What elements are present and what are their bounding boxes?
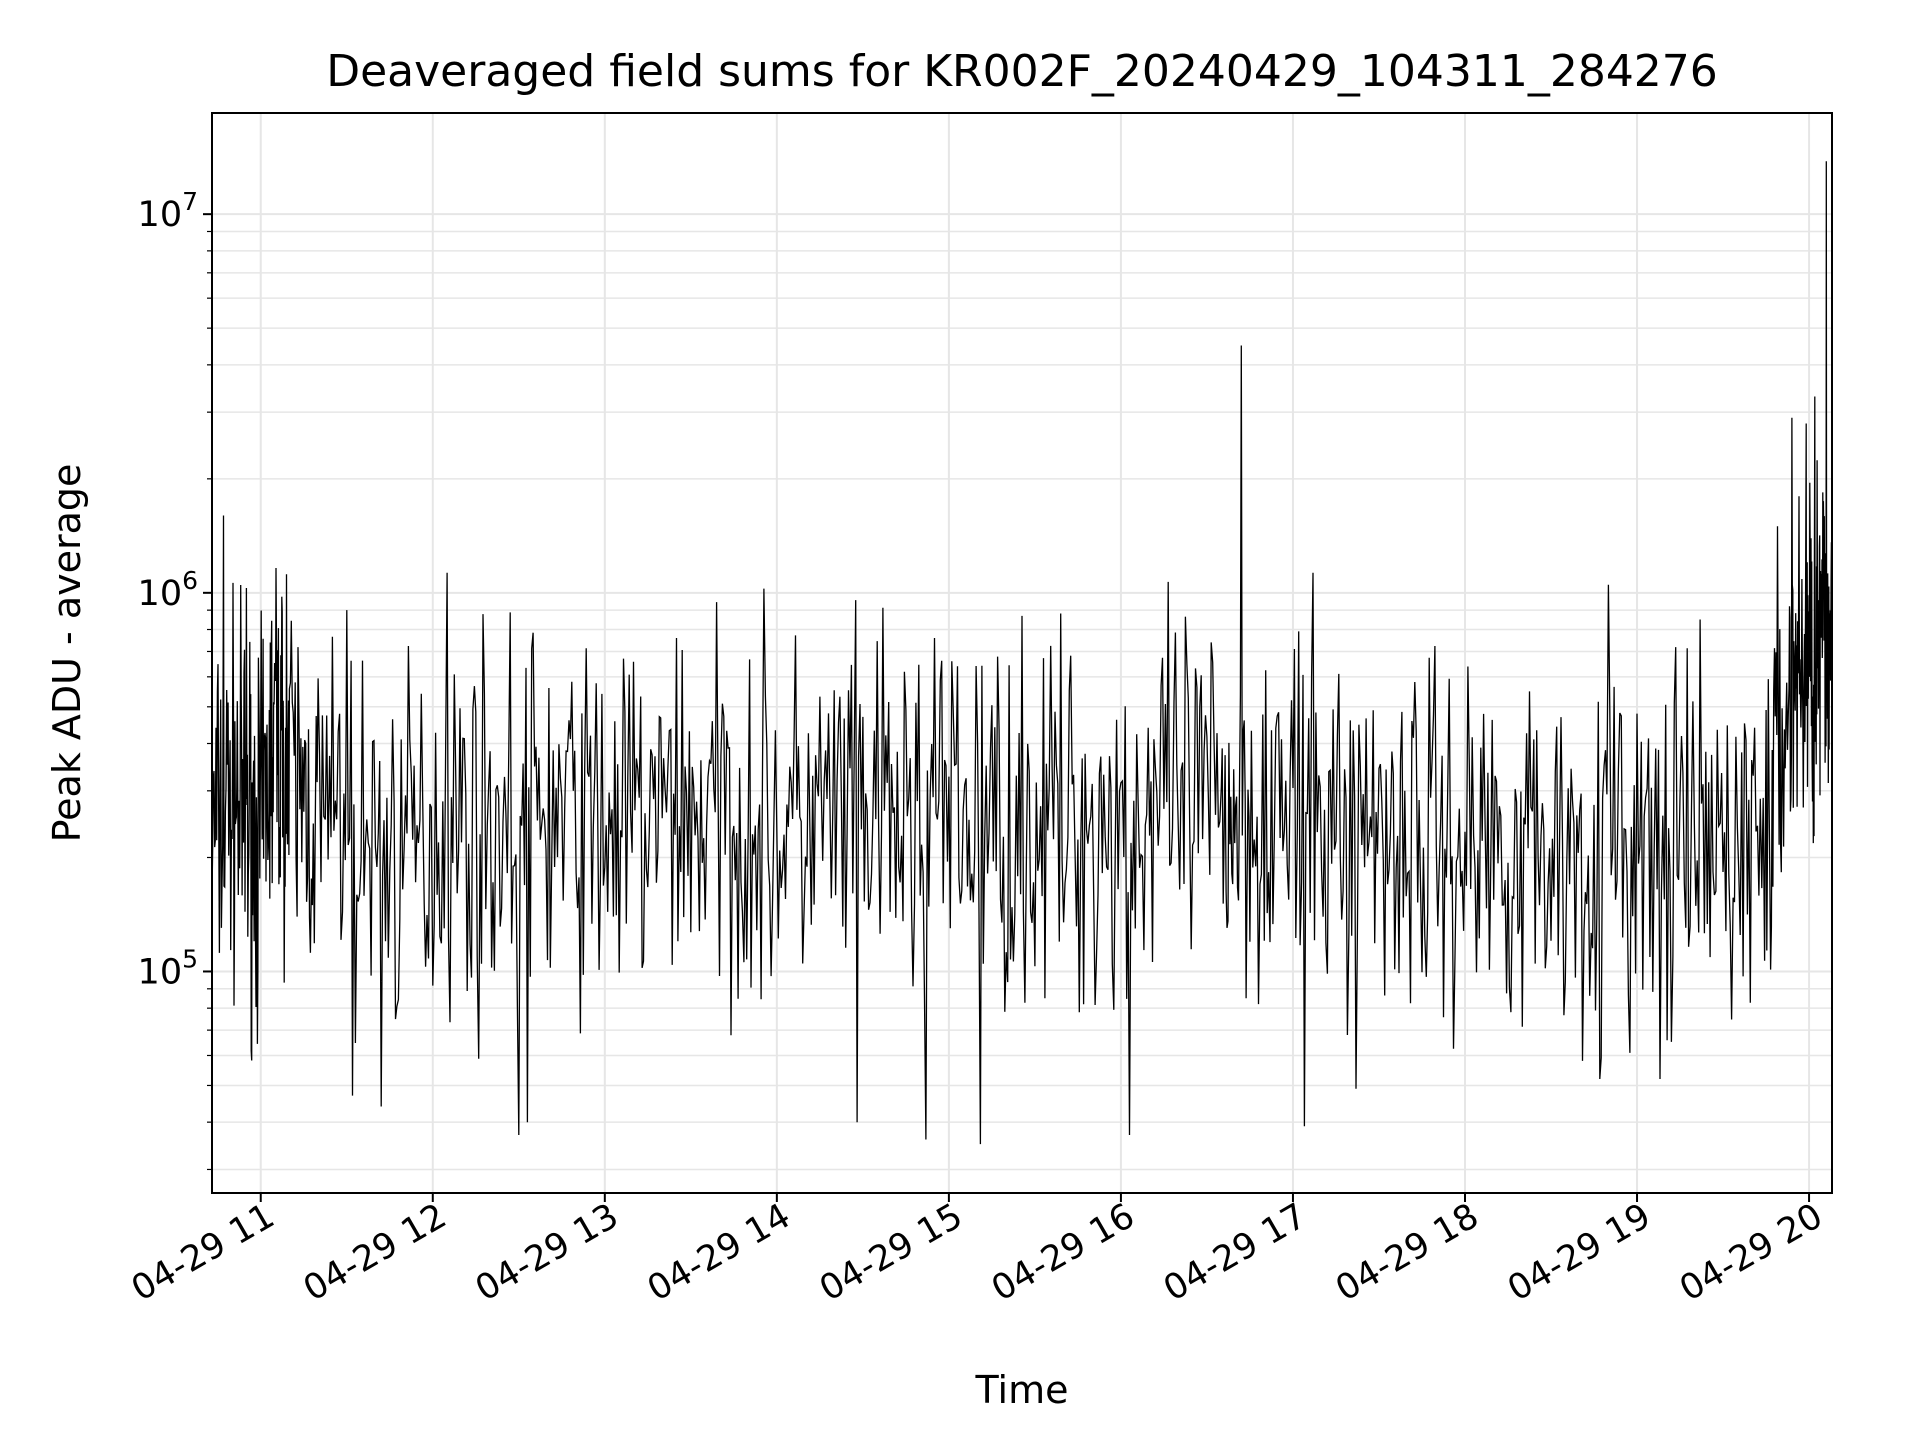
data-series [211,161,1833,1145]
y-axis-ticks: 105 106 107 [138,187,212,1171]
y-tick-label: 105 [138,944,198,992]
y-tick-label: 107 [138,187,198,235]
chart-title: Deaveraged field sums for KR002F_2024042… [326,46,1718,97]
y-axis-label: Peak ADU - average [45,464,89,843]
series-line [211,161,1833,1145]
plot-frame [211,112,1833,1194]
y-tick-label: 106 [138,566,198,614]
x-axis-label: Time [975,1368,1069,1412]
